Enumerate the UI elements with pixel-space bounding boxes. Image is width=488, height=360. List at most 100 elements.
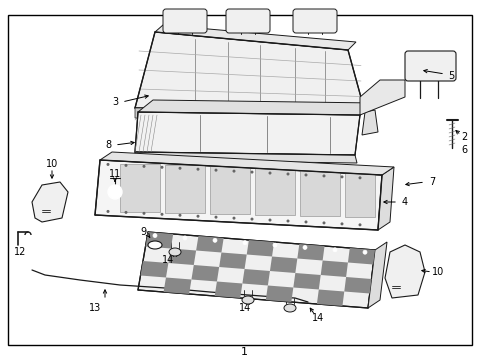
Circle shape [160,166,163,169]
Circle shape [332,248,336,252]
Polygon shape [377,167,393,230]
Circle shape [196,168,199,171]
Polygon shape [135,108,175,120]
Polygon shape [320,261,347,277]
Circle shape [214,169,217,172]
Polygon shape [164,165,204,213]
Circle shape [124,211,127,214]
Circle shape [272,243,276,247]
Ellipse shape [148,241,162,249]
Circle shape [268,172,271,175]
Text: 14: 14 [238,303,251,313]
Polygon shape [209,166,249,214]
Circle shape [106,163,109,166]
Text: 11: 11 [109,169,121,179]
Polygon shape [175,108,215,120]
Polygon shape [191,265,219,282]
Circle shape [399,267,409,277]
Text: 6: 6 [460,145,466,155]
Text: 10: 10 [431,267,443,277]
Polygon shape [140,261,168,278]
Polygon shape [359,80,404,115]
Circle shape [340,222,343,225]
FancyBboxPatch shape [163,9,206,33]
Circle shape [213,238,217,242]
Text: 7: 7 [428,177,434,187]
Text: 1: 1 [240,347,247,357]
Polygon shape [100,152,393,175]
Polygon shape [135,152,356,163]
Circle shape [178,167,181,170]
Circle shape [124,164,127,167]
Text: 5: 5 [447,71,453,81]
Circle shape [304,220,307,224]
Circle shape [340,175,343,178]
Circle shape [142,165,145,168]
Polygon shape [293,273,320,289]
Circle shape [214,216,217,219]
FancyBboxPatch shape [404,51,455,81]
Text: 2: 2 [460,132,466,142]
Circle shape [322,221,325,224]
Polygon shape [242,269,269,285]
Text: 13: 13 [89,303,101,313]
Polygon shape [196,236,223,252]
Circle shape [304,174,307,176]
Text: 4: 4 [401,197,407,207]
Text: 14: 14 [311,313,324,323]
Polygon shape [145,232,173,248]
Circle shape [250,217,253,221]
Polygon shape [138,100,374,115]
Ellipse shape [169,248,181,256]
Circle shape [250,171,253,174]
Polygon shape [269,256,297,273]
Polygon shape [95,160,381,230]
Circle shape [322,174,325,177]
Polygon shape [32,182,68,222]
Circle shape [358,223,361,226]
FancyBboxPatch shape [292,9,336,33]
Circle shape [243,241,246,245]
Circle shape [286,172,289,176]
Polygon shape [219,252,246,269]
Circle shape [153,234,157,238]
Text: 10: 10 [46,159,58,169]
Circle shape [108,185,122,199]
Polygon shape [297,244,324,261]
Text: 9: 9 [140,227,146,237]
Polygon shape [120,164,160,212]
FancyBboxPatch shape [225,9,269,33]
Circle shape [303,246,306,249]
Circle shape [362,250,366,254]
Polygon shape [168,248,196,265]
Circle shape [232,170,235,173]
Polygon shape [367,242,386,308]
Circle shape [286,220,289,222]
Polygon shape [316,289,344,306]
Polygon shape [163,278,191,294]
Text: 8: 8 [105,140,111,150]
Polygon shape [135,112,359,155]
Ellipse shape [284,304,295,312]
Circle shape [160,213,163,216]
Text: 12: 12 [14,247,26,257]
Polygon shape [155,25,355,50]
Circle shape [47,193,57,203]
Polygon shape [344,277,371,293]
Circle shape [142,212,145,215]
Polygon shape [138,232,374,308]
Ellipse shape [242,296,253,304]
Circle shape [358,176,361,179]
Circle shape [196,215,199,218]
Polygon shape [299,168,339,216]
Circle shape [106,210,109,213]
Text: 14: 14 [162,255,174,265]
Circle shape [183,236,186,240]
Polygon shape [265,285,293,302]
Text: 3: 3 [112,97,118,107]
Polygon shape [246,240,274,256]
Circle shape [178,214,181,217]
Polygon shape [214,282,242,298]
Polygon shape [384,245,424,298]
Circle shape [111,188,119,196]
